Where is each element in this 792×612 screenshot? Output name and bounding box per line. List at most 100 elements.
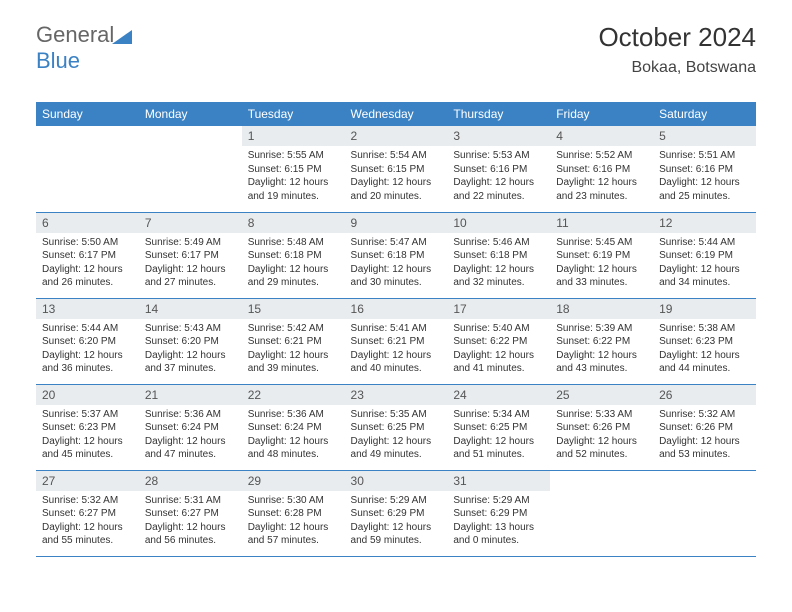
day-body: Sunrise: 5:52 AMSunset: 6:16 PMDaylight:… bbox=[550, 146, 653, 208]
daylight-line: Daylight: 12 hours and 30 minutes. bbox=[351, 264, 432, 289]
calendar-cell: 24Sunrise: 5:34 AMSunset: 6:25 PMDayligh… bbox=[447, 384, 550, 470]
sunset-line: Sunset: 6:22 PM bbox=[556, 336, 630, 347]
sunrise-line: Sunrise: 5:42 AM bbox=[248, 323, 324, 334]
sunset-line: Sunset: 6:15 PM bbox=[248, 164, 322, 175]
day-body: Sunrise: 5:50 AMSunset: 6:17 PMDaylight:… bbox=[36, 233, 139, 295]
weekday-header: Tuesday bbox=[242, 102, 345, 126]
daylight-line: Daylight: 12 hours and 47 minutes. bbox=[145, 436, 226, 461]
calendar-cell: 17Sunrise: 5:40 AMSunset: 6:22 PMDayligh… bbox=[447, 298, 550, 384]
month-title: October 2024 bbox=[598, 22, 756, 53]
sunrise-line: Sunrise: 5:32 AM bbox=[659, 409, 735, 420]
day-number: 23 bbox=[345, 385, 448, 405]
daylight-line: Daylight: 12 hours and 37 minutes. bbox=[145, 350, 226, 375]
calendar-cell bbox=[36, 126, 139, 212]
day-body: Sunrise: 5:30 AMSunset: 6:28 PMDaylight:… bbox=[242, 491, 345, 553]
daylight-line: Daylight: 12 hours and 53 minutes. bbox=[659, 436, 740, 461]
day-number: 17 bbox=[447, 299, 550, 319]
sunrise-line: Sunrise: 5:47 AM bbox=[351, 237, 427, 248]
day-body: Sunrise: 5:32 AM Sunset: 6:26 PM Daylight:… bbox=[653, 405, 756, 467]
calendar-row: 1 Sunrise: 5:55 AM Sunset: 6:15 PM Daylight… bbox=[36, 126, 756, 212]
daylight-line: Daylight: 12 hours and 26 minutes. bbox=[42, 264, 123, 289]
sunset-line: Sunset: 6:25 PM bbox=[351, 422, 425, 433]
calendar-cell: 5 Sunrise: 5:51 AM Sunset: 6:16 PM Daylight… bbox=[653, 126, 756, 212]
sunrise-line: Sunrise: 5:32 AM bbox=[42, 495, 118, 506]
daylight-line: Daylight: 12 hours and 27 minutes. bbox=[145, 264, 226, 289]
weekday-header-row: Sunday Monday Tuesday Wednesday Thursday… bbox=[36, 102, 756, 126]
calendar-table: Sunday Monday Tuesday Wednesday Thursday… bbox=[36, 102, 756, 557]
day-number: 1 bbox=[242, 126, 345, 146]
daylight-line: Daylight: 12 hours and 19 minutes. bbox=[248, 177, 329, 202]
calendar-cell: 14Sunrise: 5:43 AMSunset: 6:20 PMDayligh… bbox=[139, 298, 242, 384]
day-number: 3 bbox=[447, 126, 550, 146]
brand-text-1: General bbox=[36, 22, 114, 47]
day-number: 5 bbox=[653, 126, 756, 146]
day-body: Sunrise: 5:47 AMSunset: 6:18 PMDaylight:… bbox=[345, 233, 448, 295]
daylight-line: Daylight: 12 hours and 20 minutes. bbox=[351, 177, 432, 202]
daylight-line: Daylight: 12 hours and 29 minutes. bbox=[248, 264, 329, 289]
day-number: 27 bbox=[36, 471, 139, 491]
day-body: Sunrise: 5:33 AMSunset: 6:26 PMDaylight:… bbox=[550, 405, 653, 467]
sunrise-line: Sunrise: 5:48 AM bbox=[248, 237, 324, 248]
daylight-line: Daylight: 12 hours and 23 minutes. bbox=[556, 177, 637, 202]
sunrise-line: Sunrise: 5:49 AM bbox=[145, 237, 221, 248]
day-number: 13 bbox=[36, 299, 139, 319]
day-number: 22 bbox=[242, 385, 345, 405]
sunset-line: Sunset: 6:16 PM bbox=[659, 164, 733, 175]
day-body: Sunrise: 5:41 AMSunset: 6:21 PMDaylight:… bbox=[345, 319, 448, 381]
day-number: 25 bbox=[550, 385, 653, 405]
day-number: 6 bbox=[36, 213, 139, 233]
sunset-line: Sunset: 6:20 PM bbox=[145, 336, 219, 347]
sunrise-line: Sunrise: 5:51 AM bbox=[659, 150, 735, 161]
sunrise-line: Sunrise: 5:34 AM bbox=[453, 409, 529, 420]
weekday-header: Wednesday bbox=[345, 102, 448, 126]
brand-text-2: Blue bbox=[36, 48, 80, 73]
day-number: 24 bbox=[447, 385, 550, 405]
daylight-line: Daylight: 12 hours and 32 minutes. bbox=[453, 264, 534, 289]
day-body: Sunrise: 5:48 AM Sunset: 6:18 PM Daylight:… bbox=[242, 233, 345, 295]
day-number: 14 bbox=[139, 299, 242, 319]
calendar-cell: 2Sunrise: 5:54 AMSunset: 6:15 PMDaylight… bbox=[345, 126, 448, 212]
sunset-line: Sunset: 6:21 PM bbox=[351, 336, 425, 347]
daylight-line: Daylight: 12 hours and 51 minutes. bbox=[453, 436, 534, 461]
day-number: 9 bbox=[345, 213, 448, 233]
day-body: Sunrise: 5:38 AMSunset: 6:23 PMDaylight:… bbox=[653, 319, 756, 381]
day-number: 26 bbox=[653, 385, 756, 405]
sunset-line: Sunset: 6:29 PM bbox=[351, 508, 425, 519]
day-number: 20 bbox=[36, 385, 139, 405]
daylight-line: Daylight: 12 hours and 22 minutes. bbox=[453, 177, 534, 202]
daylight-line: Daylight: 12 hours and 49 minutes. bbox=[351, 436, 432, 461]
daylight-line: Daylight: 12 hours and 34 minutes. bbox=[659, 264, 740, 289]
calendar-cell: 20Sunrise: 5:37 AMSunset: 6:23 PMDayligh… bbox=[36, 384, 139, 470]
day-body: Sunrise: 5:46 AMSunset: 6:18 PMDaylight:… bbox=[447, 233, 550, 295]
daylight-line: Daylight: 12 hours and 36 minutes. bbox=[42, 350, 123, 375]
calendar-cell bbox=[653, 470, 756, 556]
day-body: Sunrise: 5:53 AMSunset: 6:16 PMDaylight:… bbox=[447, 146, 550, 208]
calendar-cell: 9Sunrise: 5:47 AMSunset: 6:18 PMDaylight… bbox=[345, 212, 448, 298]
daylight-line: Daylight: 12 hours and 41 minutes. bbox=[453, 350, 534, 375]
day-body: Sunrise: 5:42 AMSunset: 6:21 PMDaylight:… bbox=[242, 319, 345, 381]
weekday-header: Monday bbox=[139, 102, 242, 126]
day-body: Sunrise: 5:51 AM Sunset: 6:16 PM Daylight:… bbox=[653, 146, 756, 208]
calendar-cell: 12Sunrise: 5:44 AMSunset: 6:19 PMDayligh… bbox=[653, 212, 756, 298]
sunrise-line: Sunrise: 5:55 AM bbox=[248, 150, 324, 161]
calendar-cell: 10Sunrise: 5:46 AMSunset: 6:18 PMDayligh… bbox=[447, 212, 550, 298]
calendar-cell: 21Sunrise: 5:36 AMSunset: 6:24 PMDayligh… bbox=[139, 384, 242, 470]
sunrise-line: Sunrise: 5:52 AM bbox=[556, 150, 632, 161]
day-body: Sunrise: 5:43 AMSunset: 6:20 PMDaylight:… bbox=[139, 319, 242, 381]
weekday-header: Thursday bbox=[447, 102, 550, 126]
daylight-line: Daylight: 12 hours and 43 minutes. bbox=[556, 350, 637, 375]
day-number: 30 bbox=[345, 471, 448, 491]
calendar-row: 27Sunrise: 5:32 AMSunset: 6:27 PMDayligh… bbox=[36, 470, 756, 556]
sunrise-line: Sunrise: 5:41 AM bbox=[351, 323, 427, 334]
sunrise-line: Sunrise: 5:45 AM bbox=[556, 237, 632, 248]
sunset-line: Sunset: 6:21 PM bbox=[248, 336, 322, 347]
sunset-line: Sunset: 6:18 PM bbox=[248, 250, 322, 261]
calendar-row: 20Sunrise: 5:37 AMSunset: 6:23 PMDayligh… bbox=[36, 384, 756, 470]
daylight-line: Daylight: 12 hours and 25 minutes. bbox=[659, 177, 740, 202]
day-body: Sunrise: 5:54 AMSunset: 6:15 PMDaylight:… bbox=[345, 146, 448, 208]
calendar-cell: 6Sunrise: 5:50 AMSunset: 6:17 PMDaylight… bbox=[36, 212, 139, 298]
location: Bokaa, Botswana bbox=[598, 59, 756, 77]
day-body: Sunrise: 5:36 AMSunset: 6:24 PMDaylight:… bbox=[139, 405, 242, 467]
sunrise-line: Sunrise: 5:53 AM bbox=[453, 150, 529, 161]
sunset-line: Sunset: 6:26 PM bbox=[659, 422, 733, 433]
